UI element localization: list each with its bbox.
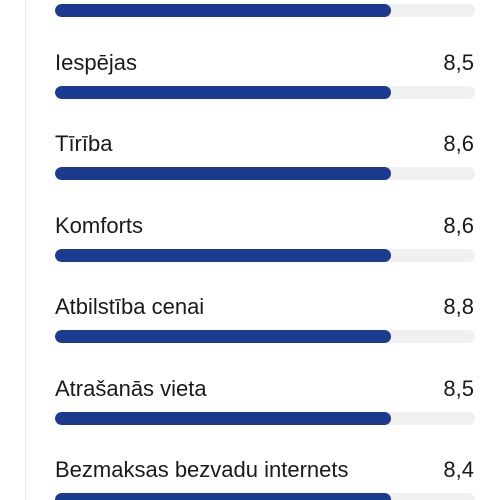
left-divider: [25, 0, 26, 500]
rating-bar-track: [55, 493, 475, 500]
category-label: Atrašanās vieta: [55, 376, 207, 401]
category-label: Iespējas: [55, 50, 137, 75]
category-label: Bezmaksas bezvadu internets: [55, 457, 349, 482]
rating-bar-fill: [55, 86, 391, 99]
category-label: Tīrība: [55, 131, 113, 156]
rating-bar-fill: [55, 167, 391, 180]
rating-bar-fill: [55, 493, 391, 500]
rating-bar-track: [55, 330, 475, 343]
rating-bar-track: [55, 412, 475, 425]
rating-bar-fill: [55, 412, 391, 425]
category-score: 8,4: [443, 457, 474, 482]
category-score: 8,6: [443, 213, 474, 238]
rating-bar-track: [55, 86, 475, 99]
rating-bar-track: [55, 4, 475, 17]
rating-bar-track: [55, 167, 475, 180]
category-score: 8,6: [443, 131, 474, 156]
rating-bar-fill: [55, 249, 391, 262]
category-score: 8,5: [443, 376, 474, 401]
category-label: Komforts: [55, 213, 144, 238]
rating-bar-track: [55, 249, 475, 262]
rating-bar-fill: [55, 4, 391, 17]
category-score: 8,5: [443, 50, 474, 75]
category-label: Atbilstība cenai: [55, 294, 205, 319]
rating-bar-fill: [55, 330, 391, 343]
category-score: 8,8: [443, 294, 474, 319]
